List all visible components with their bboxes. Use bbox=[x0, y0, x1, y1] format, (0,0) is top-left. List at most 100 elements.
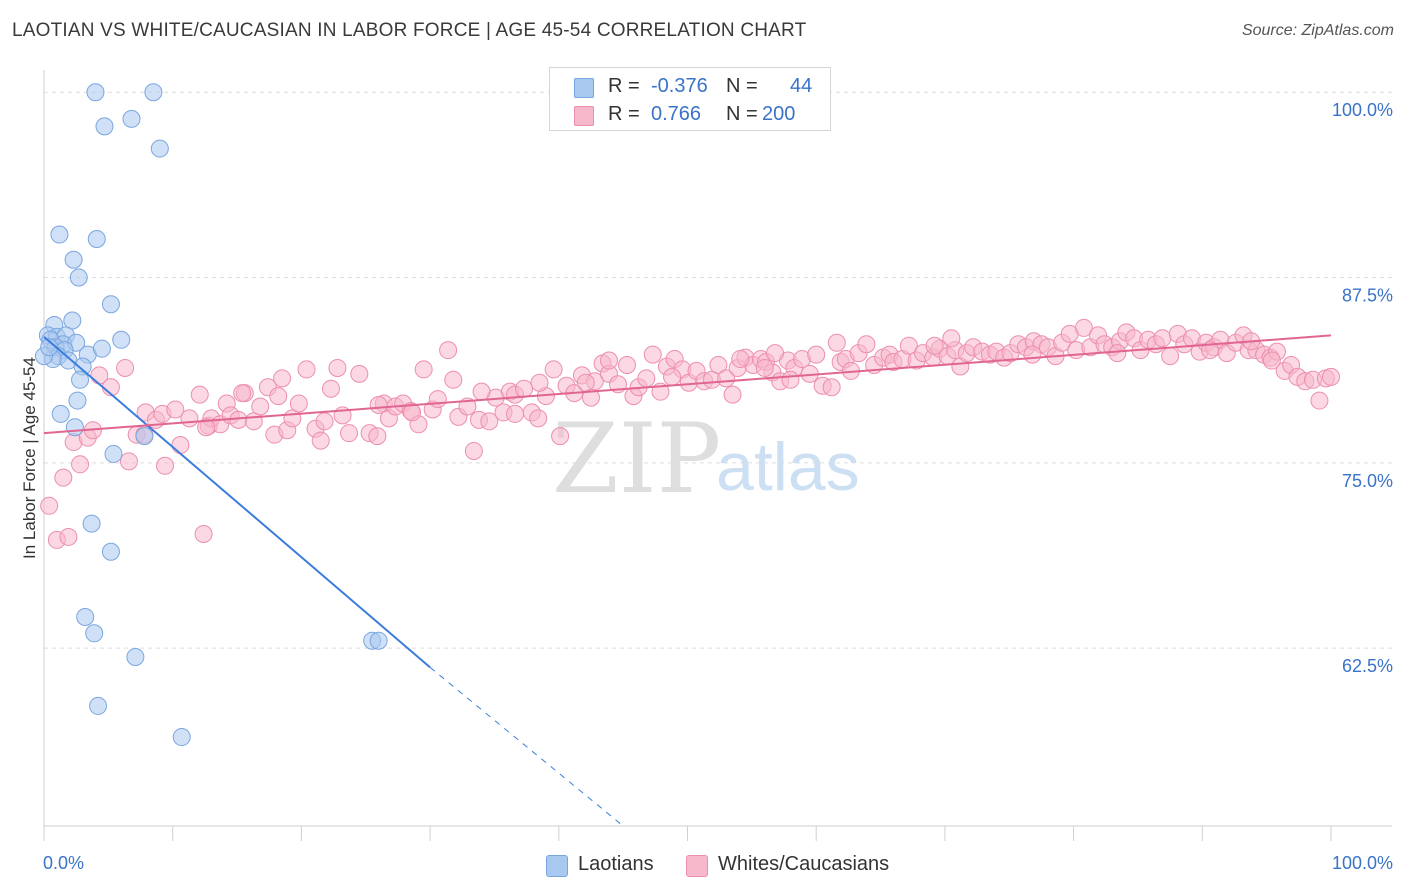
white-point bbox=[368, 427, 387, 446]
laotian-point bbox=[69, 268, 88, 287]
white-point bbox=[1322, 367, 1340, 386]
legend-n-label: N = bbox=[726, 75, 758, 97]
legend-swatch-whites bbox=[686, 855, 708, 877]
data-points bbox=[35, 83, 1340, 747]
laotian-point bbox=[95, 117, 114, 136]
white-point bbox=[822, 378, 841, 397]
y-axis-label: In Labor Force | Age 45-54 bbox=[20, 357, 39, 559]
laotian-point bbox=[101, 295, 120, 314]
white-point bbox=[59, 527, 78, 546]
white-point bbox=[480, 412, 499, 431]
white-point bbox=[444, 370, 463, 389]
white-point bbox=[54, 468, 73, 487]
laotian-point bbox=[68, 391, 87, 410]
white-point bbox=[233, 384, 252, 403]
legend-swatch-laotians bbox=[574, 78, 594, 98]
white-point bbox=[942, 329, 961, 348]
y-tick-label: 62.5% bbox=[1342, 656, 1393, 676]
white-point bbox=[269, 387, 288, 406]
white-point bbox=[40, 496, 59, 515]
legend-row-laotians: R = -0.376 N = 44 bbox=[550, 72, 830, 102]
laotian-point bbox=[50, 225, 69, 244]
white-point bbox=[1161, 347, 1180, 366]
white-point bbox=[403, 403, 422, 422]
white-point bbox=[1201, 341, 1220, 360]
white-point bbox=[755, 358, 774, 377]
laotian-point bbox=[71, 370, 90, 389]
white-point bbox=[311, 431, 330, 450]
white-point bbox=[328, 358, 347, 377]
white-point bbox=[663, 367, 682, 386]
white-point bbox=[1310, 391, 1329, 410]
legend-swatch-whites bbox=[574, 106, 594, 126]
white-point bbox=[807, 345, 826, 364]
white-point bbox=[766, 344, 785, 363]
white-point bbox=[251, 397, 270, 416]
white-point bbox=[155, 456, 174, 475]
white-point bbox=[643, 345, 662, 364]
white-point bbox=[781, 370, 800, 389]
white-point bbox=[1074, 318, 1093, 337]
white-point bbox=[637, 369, 656, 388]
laotian-point bbox=[51, 404, 70, 423]
white-point bbox=[506, 404, 525, 423]
white-point bbox=[1108, 344, 1127, 363]
white-point bbox=[925, 336, 944, 355]
y-tick-label: 100.0% bbox=[1332, 100, 1393, 120]
laotian-point bbox=[89, 696, 108, 715]
y-tick-label: 75.0% bbox=[1342, 471, 1393, 491]
white-point bbox=[350, 364, 369, 383]
white-point bbox=[529, 409, 548, 428]
white-point bbox=[194, 524, 213, 543]
white-point bbox=[472, 382, 491, 401]
laotian-point bbox=[135, 427, 154, 446]
laotian-trend-extension bbox=[429, 667, 624, 827]
white-point bbox=[297, 360, 316, 379]
white-point bbox=[428, 390, 447, 409]
legend-n-value: 200 bbox=[762, 103, 796, 125]
white-point bbox=[116, 358, 135, 377]
grid-lines bbox=[44, 91, 1392, 649]
laotian-point bbox=[64, 250, 83, 269]
white-point bbox=[273, 369, 292, 388]
white-point bbox=[731, 350, 750, 369]
legend-n-label: N = bbox=[726, 103, 758, 125]
legend-swatch-laotians bbox=[546, 855, 568, 877]
white-point bbox=[723, 385, 742, 404]
white-point bbox=[119, 452, 138, 471]
laotian-point bbox=[101, 542, 120, 561]
white-point bbox=[1153, 329, 1172, 348]
laotian-point bbox=[85, 624, 104, 643]
legend-n-value: 44 bbox=[790, 75, 813, 97]
white-point bbox=[618, 355, 637, 374]
laotian-point bbox=[144, 83, 163, 102]
laotian-point bbox=[87, 229, 106, 248]
watermark-zip: ZIP bbox=[552, 403, 721, 515]
laotian-point bbox=[122, 109, 141, 128]
white-point bbox=[315, 412, 334, 431]
legend-row-whites: R = 0.766 N = 200 bbox=[550, 100, 830, 130]
white-point bbox=[551, 427, 570, 446]
white-point bbox=[322, 379, 341, 398]
laotian-point bbox=[86, 83, 105, 102]
white-point bbox=[899, 336, 918, 355]
white-point bbox=[414, 360, 433, 379]
laotian-point bbox=[65, 418, 84, 437]
laotian-point bbox=[104, 444, 123, 463]
white-point bbox=[530, 373, 549, 392]
laotian-point bbox=[82, 514, 101, 533]
white-point bbox=[369, 396, 388, 415]
white-point bbox=[599, 351, 618, 370]
white-point bbox=[515, 379, 534, 398]
white-point bbox=[180, 409, 199, 428]
laotian-trend-line bbox=[43, 336, 431, 669]
white-point bbox=[464, 441, 483, 460]
white-point bbox=[166, 400, 185, 419]
white-point bbox=[1023, 345, 1042, 364]
white-point bbox=[197, 418, 216, 437]
laotian-point bbox=[112, 330, 131, 349]
white-point bbox=[71, 455, 90, 474]
legend-r-label: R = bbox=[608, 75, 640, 97]
white-point bbox=[857, 335, 876, 354]
